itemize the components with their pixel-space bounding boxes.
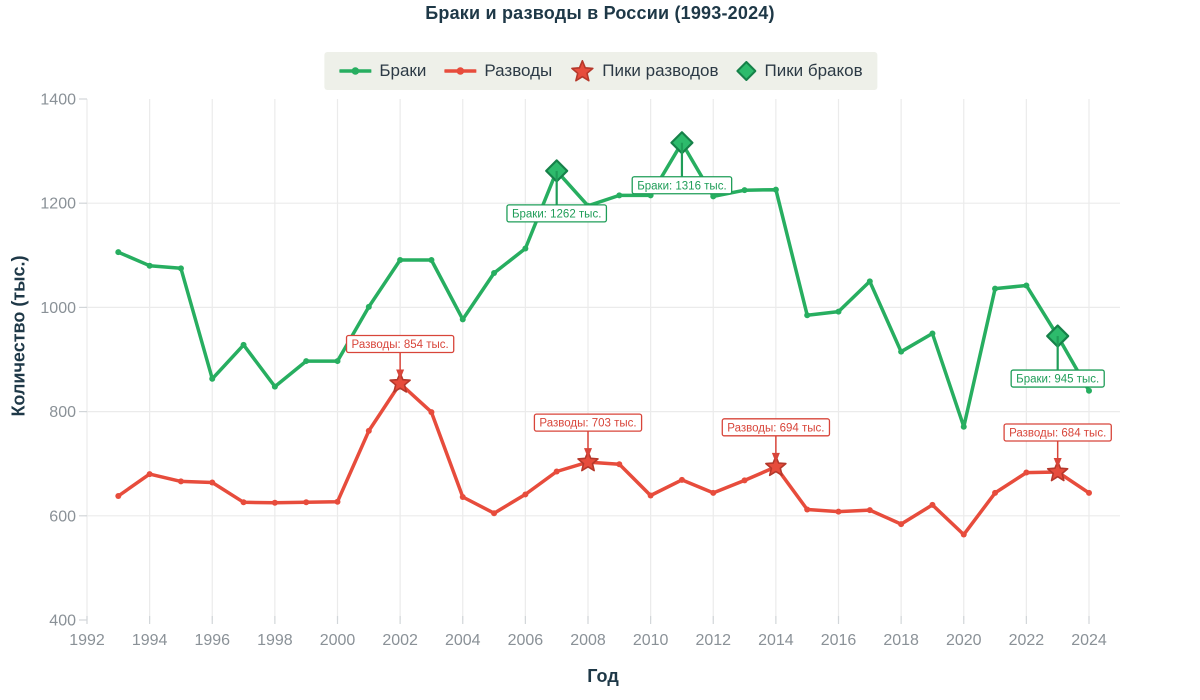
- divorce-peak-star-icon: [571, 60, 594, 82]
- annotation-divorce-peak-2008: Разводы: 703 тыс.: [533, 413, 643, 459]
- svg-text:2020: 2020: [946, 632, 982, 649]
- svg-text:Браки: 1316 тыс.: Браки: 1316 тыс.: [637, 180, 726, 192]
- svg-text:2006: 2006: [508, 632, 544, 649]
- annotation-divorce-peak-2023: Разводы: 684 тыс.: [1003, 423, 1112, 469]
- svg-text:Разводы: 703 тыс.: Разводы: 703 тыс.: [539, 418, 636, 430]
- x-axis-title: Год: [587, 666, 619, 686]
- divorce-peak-markers: [389, 372, 1069, 482]
- x-axis-ticks: 1992 1994 1996 1998 2000 2002 2004 2006 2008 2010…: [69, 616, 1107, 649]
- svg-text:2002: 2002: [382, 632, 418, 649]
- svg-text:1000: 1000: [40, 300, 76, 317]
- svg-text:1998: 1998: [257, 632, 293, 649]
- marriage-line-icon: [339, 67, 372, 75]
- annotation-divorce-peak-2002: Разводы: 854 тыс.: [345, 334, 455, 380]
- chart-title: Браки и разводы в России (1993-2024): [425, 3, 775, 23]
- svg-text:1200: 1200: [40, 196, 76, 213]
- legend-item-divorces: Разводы: [444, 61, 552, 81]
- legend-item-label: Браки: [379, 61, 427, 80]
- annotation-marriage-peak-2011: Браки: 1316 тыс.: [631, 142, 733, 195]
- divorce-peak-star-2002: [389, 372, 411, 393]
- svg-text:2008: 2008: [570, 632, 606, 649]
- svg-text:400: 400: [49, 613, 76, 630]
- svg-text:Разводы: 854 тыс.: Разводы: 854 тыс.: [352, 339, 449, 351]
- svg-text:Браки: 945 тыс.: Браки: 945 тыс.: [1016, 374, 1099, 386]
- legend-item-marriage-peaks: Пики браков: [736, 61, 863, 81]
- legend-item-marriages: Браки: [339, 61, 426, 81]
- legend: Браки Разводы Пики разводов Пики браков: [324, 52, 878, 90]
- svg-text:2022: 2022: [1009, 632, 1045, 649]
- legend-item-label: Пики браков: [764, 61, 863, 80]
- svg-text:1992: 1992: [69, 632, 105, 649]
- divorce-line-icon: [444, 67, 477, 75]
- series-line-Разводы: [115, 380, 1092, 538]
- y-axis-title: Количество (тыс.): [8, 255, 29, 417]
- series-line-Браки: [115, 139, 1092, 430]
- svg-text:2012: 2012: [695, 632, 731, 649]
- svg-text:1400: 1400: [40, 92, 76, 109]
- svg-text:Браки: 1262 тыс.: Браки: 1262 тыс.: [512, 208, 601, 220]
- svg-text:2018: 2018: [883, 632, 919, 649]
- svg-text:Разводы: 684 тыс.: Разводы: 684 тыс.: [1009, 428, 1106, 440]
- svg-text:1996: 1996: [194, 632, 230, 649]
- gridlines: [85, 99, 1120, 620]
- divorce-peak-star-2014: [765, 455, 787, 477]
- divorce-peak-star-2008: [577, 450, 599, 472]
- svg-text:Разводы: 694 тыс.: Разводы: 694 тыс.: [727, 422, 824, 434]
- annotation-marriage-peak-2023: Браки: 945 тыс.: [1010, 336, 1105, 388]
- divorce-peak-star-2023: [1046, 460, 1069, 482]
- svg-text:2010: 2010: [633, 632, 669, 649]
- svg-text:800: 800: [49, 404, 76, 421]
- legend-item-label: Разводы: [484, 61, 553, 80]
- annotation-divorce-peak-2014: Разводы: 694 тыс.: [721, 418, 831, 463]
- legend-item-divorce-peaks: Пики разводов: [570, 59, 718, 83]
- svg-text:1994: 1994: [132, 632, 168, 649]
- svg-text:2016: 2016: [821, 632, 857, 649]
- marriage-peak-diamond-icon: [736, 61, 757, 81]
- y-axis-ticks: 400 600 800 1000 1200 1400: [40, 92, 87, 630]
- legend-item-label: Пики разводов: [602, 61, 719, 80]
- svg-text:2024: 2024: [1071, 632, 1107, 649]
- annotations: Разводы: 854 тыс. Разводы: 703 тыс. Развод…: [345, 142, 1112, 469]
- svg-text:2000: 2000: [320, 632, 356, 649]
- svg-text:2004: 2004: [445, 632, 481, 649]
- annotation-marriage-peak-2007: Браки: 1262 тыс.: [506, 170, 608, 223]
- svg-text:2014: 2014: [758, 632, 794, 649]
- svg-text:600: 600: [49, 508, 76, 525]
